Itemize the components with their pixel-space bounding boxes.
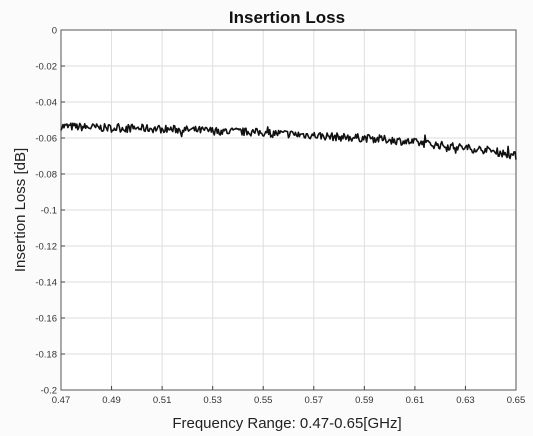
tick-layer: 0.47 0.49 0.51 0.53 0.55 0.57 0.59 0.61 0.63 0.65… [35,26,525,407]
y-tick-label: -0.12 [35,242,57,253]
plot-frame [60,29,517,391]
x-tick-label: 0.55 [254,395,273,406]
x-tick-label: 0.49 [102,395,121,406]
x-tick-label: 0.51 [153,395,172,406]
series-layer [60,122,517,160]
y-tick-label: -0.08 [35,170,57,181]
x-tick-label: 0.61 [406,395,425,406]
x-axis-label: Frequency Range: 0.47-0.65[GHz] [172,415,401,432]
y-tick-label: -0.18 [35,350,57,361]
y-tick-label: -0.02 [35,62,57,73]
y-axis-label: Insertion Loss [dB] [12,148,29,272]
y-tick-label: -0.06 [35,134,57,145]
series-line-0 [60,122,517,160]
grid-layer [60,29,517,391]
x-tick-label: 0.57 [305,395,324,406]
x-tick-label: 0.59 [355,395,374,406]
x-tick-label: 0.53 [203,395,222,406]
y-tick-label: -0.14 [35,278,57,289]
x-tick-label: 0.63 [456,395,475,406]
chart-title: Insertion Loss [229,8,345,27]
y-tick-label: -0.1 [41,206,57,217]
x-tick-label: 0.47 [52,395,71,406]
y-tick-label: 0 [52,26,57,37]
y-tick-label: -0.2 [41,386,57,397]
x-tick-label: 0.65 [507,395,526,406]
y-tick-label: -0.16 [35,314,57,325]
y-tick-label: -0.04 [35,98,57,109]
